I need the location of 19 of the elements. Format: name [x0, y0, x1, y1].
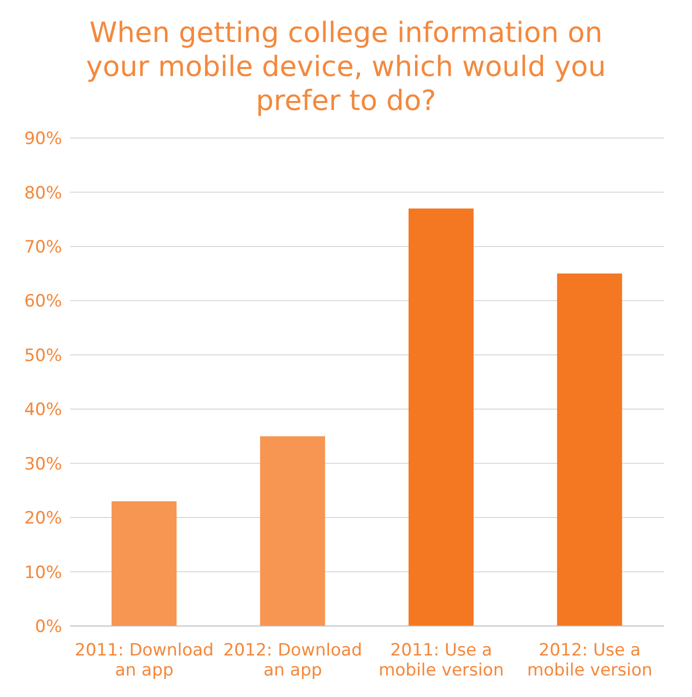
y-tick-label: 60%	[24, 292, 62, 312]
x-tick-label: 2011: Download an app	[74, 640, 214, 681]
bar	[557, 274, 622, 626]
y-tick-label: 30%	[24, 454, 62, 474]
y-tick-label: 70%	[24, 237, 62, 258]
bar	[408, 208, 474, 626]
x-tick-label: 2011: Use a mobile version	[378, 640, 504, 681]
x-tick-label: 2012: Download an app	[223, 640, 362, 681]
y-tick-label: 10%	[24, 562, 62, 583]
y-tick-label: 20%	[24, 508, 62, 529]
bar	[260, 436, 326, 626]
y-tick-label: 90%	[24, 129, 62, 150]
x-tick-label: 2012: Use a mobile version	[527, 640, 652, 681]
y-tick-label: 50%	[24, 346, 62, 366]
chart-title: When getting college information on your mobile device, which would you prefer to do?	[85, 15, 607, 119]
y-tick-label: 80%	[24, 183, 62, 204]
bar	[112, 501, 177, 626]
y-tick-label: 40%	[24, 400, 62, 420]
y-tick-label: 0%	[35, 617, 62, 638]
